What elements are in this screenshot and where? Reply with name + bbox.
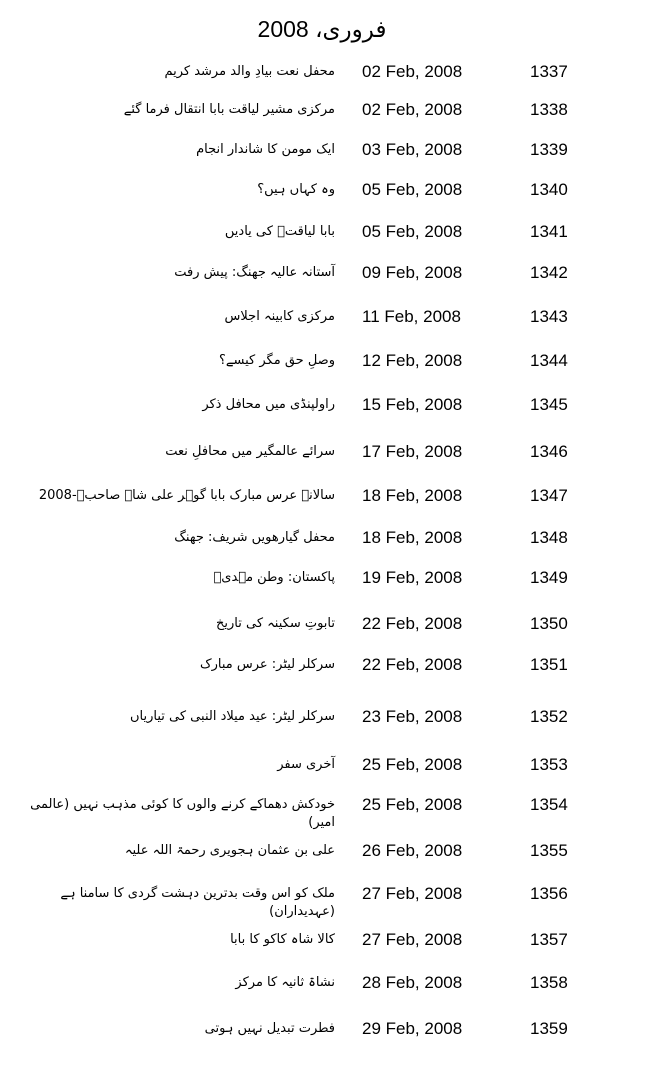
article-title-link[interactable]: وصلِ حق مگر کیسے؟ <box>219 353 335 368</box>
article-number: 1350 <box>530 614 568 633</box>
article-date: 02 Feb, 2008 <box>362 62 463 81</box>
list-item: فطرت تبدیل نہیں ہوتی 29 Feb, 2008 1359 <box>0 1017 672 1041</box>
article-date: 05 Feb, 2008 <box>362 180 463 199</box>
article-date: 26 Feb, 2008 <box>362 841 463 860</box>
list-item: نشاۃ ثانیہ کا مرکز 28 Feb, 2008 1358 <box>0 971 672 995</box>
article-date: 19 Feb, 2008 <box>362 568 463 587</box>
article-number: 1339 <box>530 140 568 159</box>
article-title-link[interactable]: ملک کو اس وقت بدترین دہشت گردی کا سامنا … <box>60 886 335 919</box>
article-title-link[interactable]: خودکش دھماکے کرنے والوں کا کوئی مذہب نہی… <box>30 797 335 830</box>
article-title-link[interactable]: علی بن عثمان ہجویری رحمۃ اللہ علیہ <box>124 843 335 858</box>
list-item: ملک کو اس وقت بدترین دہشت گردی کا سامنا … <box>0 882 672 919</box>
article-number: 1359 <box>530 1019 568 1038</box>
article-title-link[interactable]: محفل گیارھویں شریف: جھنگ <box>174 530 335 545</box>
article-number: 1348 <box>530 528 568 547</box>
list-item: مرکزی مشیر لیاقت بابا انتقال فرما گئے 02 … <box>0 98 672 122</box>
article-number: 1351 <box>530 655 568 674</box>
article-date: 18 Feb, 2008 <box>362 486 463 505</box>
list-item: تابوتِ سکینہ کی تاریخ 22 Feb, 2008 1350 <box>0 612 672 636</box>
article-date: 25 Feb, 2008 <box>362 795 463 814</box>
list-item: خودکش دھماکے کرنے والوں کا کوئی مذہب نہی… <box>0 793 672 830</box>
article-date: 27 Feb, 2008 <box>362 884 463 903</box>
article-date: 28 Feb, 2008 <box>362 973 463 992</box>
article-date: 05 Feb, 2008 <box>362 222 463 241</box>
article-number: 1340 <box>530 180 568 199</box>
article-date: 22 Feb, 2008 <box>362 614 463 633</box>
article-number: 1337 <box>530 62 568 81</box>
article-title-link[interactable]: فطرت تبدیل نہیں ہوتی <box>204 1021 335 1036</box>
article-title-link[interactable]: کالا شاہ کاکو کا بابا <box>230 932 335 947</box>
list-item: مرکزی کابینہ اجلاس 11 Feb, 2008 1343 <box>0 305 672 329</box>
article-number: 1354 <box>530 795 568 814</box>
article-number: 1349 <box>530 568 568 587</box>
list-item: راولپنڈی میں محافل ذکر 15 Feb, 2008 1345 <box>0 393 672 417</box>
article-number: 1355 <box>530 841 568 860</box>
list-item: سالانہ عرس مبارک بابا گوہر علی شاہ صاحبؒ… <box>0 484 672 508</box>
list-item: سرکلر لیٹر: عرس مبارک 22 Feb, 2008 1351 <box>0 653 672 677</box>
article-title-link[interactable]: مرکزی کابینہ اجلاس <box>224 309 335 324</box>
article-title-link[interactable]: سرکلر لیٹر: عرس مبارک <box>199 657 335 672</box>
article-number: 1345 <box>530 395 568 414</box>
article-date: 09 Feb, 2008 <box>362 263 463 282</box>
article-title-link[interactable]: آخری سفر <box>277 757 335 772</box>
article-title-link[interactable]: پاکستان: وطن مہدیؑ <box>213 570 335 585</box>
list-item: سرائے عالمگیر میں محافلِ نعت 17 Feb, 2008… <box>0 440 672 464</box>
article-date: 03 Feb, 2008 <box>362 140 463 159</box>
list-item: وصلِ حق مگر کیسے؟ 12 Feb, 2008 1344 <box>0 349 672 373</box>
article-date: 15 Feb, 2008 <box>362 395 463 414</box>
article-date: 11 Feb, 2008 <box>362 307 461 326</box>
list-item: محفل گیارھویں شریف: جھنگ 18 Feb, 2008 1348 <box>0 526 672 550</box>
article-number: 1338 <box>530 100 568 119</box>
list-item: علی بن عثمان ہجویری رحمۃ اللہ علیہ 26 Feb… <box>0 839 672 863</box>
article-number: 1347 <box>530 486 568 505</box>
article-number: 1352 <box>530 707 568 726</box>
list-item: سرکلر لیٹر: عید میلاد النبی کی تیاریاں 23… <box>0 705 672 729</box>
article-title-link[interactable]: بابا لیاقتؒ کی یادیں <box>224 224 335 239</box>
article-title-link[interactable]: سرائے عالمگیر میں محافلِ نعت <box>165 444 335 459</box>
article-title-link[interactable]: وہ کہاں ہیں؟ <box>257 182 335 197</box>
article-date: 12 Feb, 2008 <box>362 351 463 370</box>
article-title-link[interactable]: ایک مومن کا شاندار انجام <box>196 142 335 157</box>
article-number: 1357 <box>530 930 568 949</box>
article-date: 18 Feb, 2008 <box>362 528 463 547</box>
article-number: 1344 <box>530 351 568 370</box>
article-title-link[interactable]: نشاۃ ثانیہ کا مرکز <box>235 975 335 990</box>
list-item: کالا شاہ کاکو کا بابا 27 Feb, 2008 1357 <box>0 928 672 952</box>
article-number: 1341 <box>530 222 568 241</box>
article-date: 02 Feb, 2008 <box>362 100 463 119</box>
article-date: 25 Feb, 2008 <box>362 755 463 774</box>
article-title-link[interactable]: مرکزی مشیر لیاقت بابا انتقال فرما گئے <box>123 102 335 117</box>
article-title-link[interactable]: تابوتِ سکینہ کی تاریخ <box>216 616 335 631</box>
list-item: وہ کہاں ہیں؟ 05 Feb, 2008 1340 <box>0 178 672 202</box>
article-title-link[interactable]: آستانہ عالیہ جھنگ: پیش رفت <box>174 265 335 280</box>
list-item: پاکستان: وطن مہدیؑ 19 Feb, 2008 1349 <box>0 566 672 590</box>
article-date: 23 Feb, 2008 <box>362 707 463 726</box>
article-number: 1356 <box>530 884 568 903</box>
article-date: 27 Feb, 2008 <box>362 930 463 949</box>
article-number: 1353 <box>530 755 568 774</box>
article-title-link[interactable]: سالانہ عرس مبارک بابا گوہر علی شاہ صاحبؒ… <box>38 488 335 503</box>
list-item: آستانہ عالیہ جھنگ: پیش رفت 09 Feb, 2008 13… <box>0 261 672 285</box>
article-title-link[interactable]: راولپنڈی میں محافل ذکر <box>202 397 335 412</box>
list-item: ایک مومن کا شاندار انجام 03 Feb, 2008 1339 <box>0 138 672 162</box>
article-title-link[interactable]: محفل نعت بیادِ والد مرشد کریم <box>164 64 335 79</box>
article-number: 1342 <box>530 263 568 282</box>
list-item: بابا لیاقتؒ کی یادیں 05 Feb, 2008 1341 <box>0 220 672 244</box>
article-date: 22 Feb, 2008 <box>362 655 463 674</box>
article-number: 1346 <box>530 442 568 461</box>
list-item: آخری سفر 25 Feb, 2008 1353 <box>0 753 672 777</box>
list-item: محفل نعت بیادِ والد مرشد کریم 02 Feb, 200… <box>0 60 672 84</box>
article-number: 1343 <box>530 307 568 326</box>
page-title: فروری، 2008 <box>257 16 387 42</box>
article-date: 29 Feb, 2008 <box>362 1019 463 1038</box>
article-number: 1358 <box>530 973 568 992</box>
article-date: 17 Feb, 2008 <box>362 442 463 461</box>
article-title-link[interactable]: سرکلر لیٹر: عید میلاد النبی کی تیاریاں <box>129 709 335 724</box>
